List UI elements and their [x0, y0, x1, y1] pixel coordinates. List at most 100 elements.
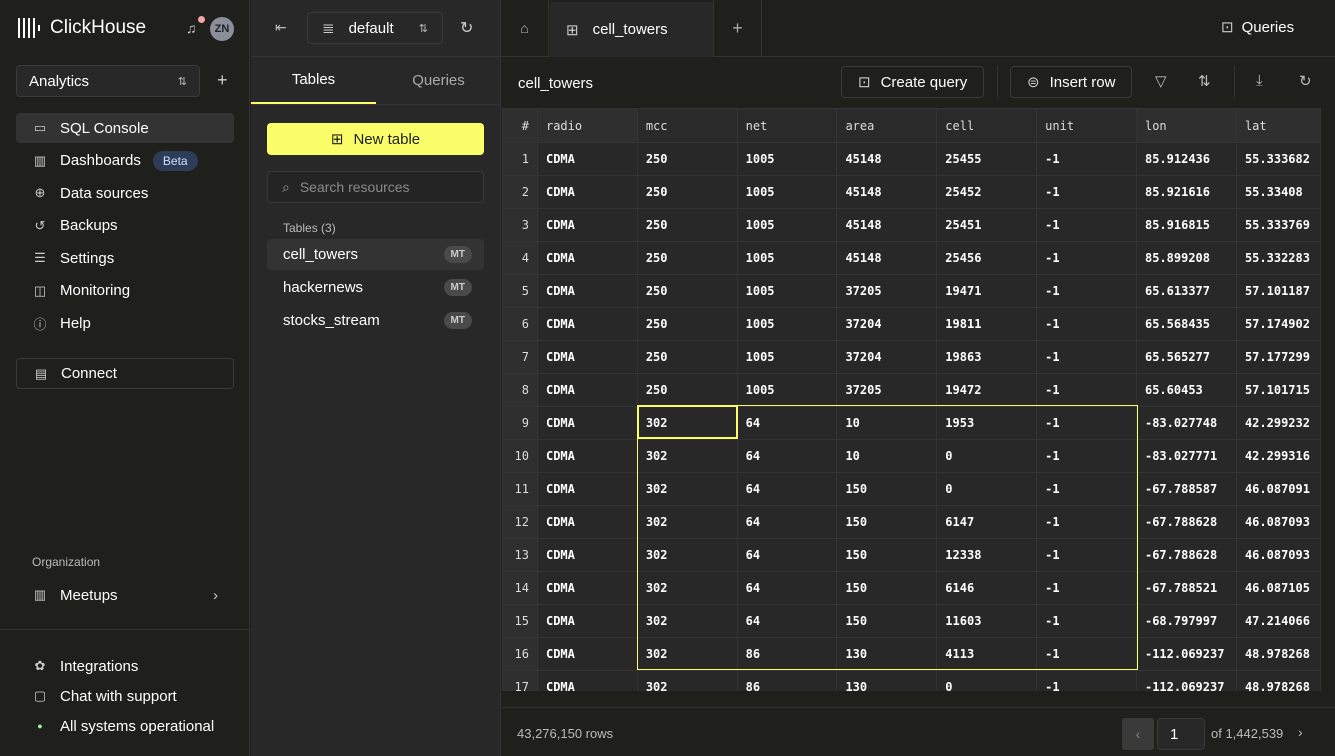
sidebar-item-help[interactable]: ⓘ Help	[16, 308, 234, 338]
new-tab-button[interactable]: +	[713, 0, 762, 56]
cell-cell[interactable]: 25452	[936, 175, 1038, 209]
cell-area[interactable]: 150	[836, 538, 938, 572]
cell-lon[interactable]: 65.613377	[1135, 274, 1237, 308]
table-row[interactable]: 11 CDMA 302 64 150 0 -1 -67.788587 46.087091	[502, 472, 1321, 506]
cell-radio[interactable]: CDMA	[536, 307, 638, 341]
cell-mcc[interactable]: 302	[636, 439, 738, 473]
cell-radio[interactable]: CDMA	[536, 538, 638, 572]
row-number[interactable]: 10	[502, 439, 538, 473]
cell-radio[interactable]: CDMA	[536, 670, 638, 691]
cell-mcc[interactable]: 302	[636, 505, 738, 539]
sort-icon[interactable]: ⇅	[1198, 73, 1211, 90]
cell-cell[interactable]: 25455	[936, 142, 1038, 176]
column-header-area[interactable]: area	[836, 108, 938, 143]
column-header-lat[interactable]: lat	[1235, 108, 1321, 143]
cell-area[interactable]: 37205	[836, 373, 938, 407]
cell-radio[interactable]: CDMA	[536, 472, 638, 506]
cell-net[interactable]: 86	[736, 637, 838, 671]
cell-radio[interactable]: CDMA	[536, 637, 638, 671]
cell-radio[interactable]: CDMA	[536, 604, 638, 638]
cell-lon[interactable]: 65.60453	[1135, 373, 1237, 407]
sidebar-item-settings[interactable]: ☰ Settings	[16, 243, 234, 273]
cell-net[interactable]: 1005	[736, 274, 838, 308]
row-number[interactable]: 3	[502, 208, 538, 242]
prev-page-button[interactable]: ‹	[1122, 718, 1154, 750]
table-row[interactable]: 14 CDMA 302 64 150 6146 -1 -67.788521 46.087105	[502, 571, 1321, 605]
row-number[interactable]: 15	[502, 604, 538, 638]
cell-unit[interactable]: -1	[1036, 538, 1137, 572]
cell-mcc[interactable]: 302	[636, 637, 738, 671]
cell-lon[interactable]: 85.921616	[1135, 175, 1237, 209]
row-number[interactable]: 11	[502, 472, 538, 506]
search-input[interactable]	[299, 179, 460, 195]
cell-cell[interactable]: 6146	[936, 571, 1038, 605]
cell-net[interactable]: 1005	[736, 142, 838, 176]
cell-lat[interactable]: 55.332283	[1235, 241, 1321, 275]
cell-lon[interactable]: -67.788521	[1135, 571, 1237, 605]
cell-radio[interactable]: CDMA	[536, 373, 638, 407]
service-select[interactable]: Analytics ⇅	[16, 65, 200, 97]
new-table-button[interactable]: ⊞ New table	[267, 123, 484, 155]
cell-lon[interactable]: -67.788628	[1135, 538, 1237, 572]
cell-lat[interactable]: 57.177299	[1235, 340, 1321, 374]
cell-unit[interactable]: -1	[1036, 670, 1137, 691]
connect-button[interactable]: ▤ Connect	[16, 358, 234, 389]
cell-lon[interactable]: -68.797997	[1135, 604, 1237, 638]
cell-mcc[interactable]: 302	[636, 406, 738, 440]
collapse-icon[interactable]: ⇤	[275, 19, 287, 35]
cell-lat[interactable]: 46.087093	[1235, 505, 1321, 539]
org-switcher[interactable]: ▥ Meetups ›	[16, 580, 234, 610]
cell-unit[interactable]: -1	[1036, 472, 1137, 506]
cell-mcc[interactable]: 250	[636, 241, 738, 275]
table-row[interactable]: 12 CDMA 302 64 150 6147 -1 -67.788628 46.087093	[502, 505, 1321, 539]
cell-cell[interactable]: 6147	[936, 505, 1038, 539]
cell-lon[interactable]: 85.899208	[1135, 241, 1237, 275]
cell-mcc[interactable]: 250	[636, 175, 738, 209]
row-number[interactable]: 5	[502, 274, 538, 308]
queries-button[interactable]: ⊡ Queries	[1221, 18, 1294, 37]
table-row[interactable]: 8 CDMA 250 1005 37205 19472 -1 65.60453 57.10171…	[502, 373, 1321, 407]
cell-mcc[interactable]: 302	[636, 604, 738, 638]
cell-cell[interactable]: 25451	[936, 208, 1038, 242]
tab-tables[interactable]: Tables	[251, 57, 376, 104]
cell-net[interactable]: 64	[736, 406, 838, 440]
cell-net[interactable]: 64	[736, 472, 838, 506]
sidebar-item-sql-console[interactable]: ▭ SQL Console	[16, 113, 234, 143]
cell-cell[interactable]: 19811	[936, 307, 1038, 341]
cell-unit[interactable]: -1	[1036, 406, 1137, 440]
cell-lat[interactable]: 57.101187	[1235, 274, 1321, 308]
cell-area[interactable]: 10	[836, 439, 938, 473]
cell-area[interactable]: 45148	[836, 241, 938, 275]
cell-cell[interactable]: 1953	[936, 406, 1038, 440]
cell-area[interactable]: 150	[836, 604, 938, 638]
cell-cell[interactable]: 0	[936, 472, 1038, 506]
table-item-hackernews[interactable]: hackernews MT	[267, 272, 484, 303]
sidebar-item-all-systems-operational[interactable]: ● All systems operational	[16, 711, 234, 741]
cell-lon[interactable]: -67.788628	[1135, 505, 1237, 539]
cell-radio[interactable]: CDMA	[536, 208, 638, 242]
cell-area[interactable]: 37205	[836, 274, 938, 308]
refresh-icon[interactable]: ↻	[1299, 73, 1312, 90]
cell-lon[interactable]: -83.027748	[1135, 406, 1237, 440]
row-number[interactable]: 13	[502, 538, 538, 572]
cell-net[interactable]: 1005	[736, 241, 838, 275]
cell-lat[interactable]: 42.299232	[1235, 406, 1321, 440]
cell-area[interactable]: 37204	[836, 307, 938, 341]
cell-unit[interactable]: -1	[1036, 175, 1137, 209]
database-select[interactable]: ≣ default ⇅	[307, 12, 443, 44]
cell-area[interactable]: 150	[836, 571, 938, 605]
cell-unit[interactable]: -1	[1036, 439, 1137, 473]
home-icon[interactable]: ⌂	[501, 0, 549, 56]
bell-icon[interactable]: ♫	[186, 20, 197, 36]
cell-cell[interactable]: 25456	[936, 241, 1038, 275]
add-service-button[interactable]: +	[217, 70, 228, 90]
tab-cell-towers[interactable]: ⊞ cell_towers	[550, 2, 713, 57]
sidebar-item-monitoring[interactable]: ◫ Monitoring	[16, 276, 234, 306]
table-row[interactable]: 9 CDMA 302 64 10 1953 -1 -83.027748 42.299232	[502, 406, 1321, 440]
cell-area[interactable]: 130	[836, 637, 938, 671]
cell-radio[interactable]: CDMA	[536, 175, 638, 209]
cell-net[interactable]: 1005	[736, 340, 838, 374]
cell-unit[interactable]: -1	[1036, 241, 1137, 275]
cell-cell[interactable]: 11603	[936, 604, 1038, 638]
data-grid[interactable]: # radio mcc net area cell unit lon lat 1 CDMA 250 1…	[502, 108, 1321, 691]
